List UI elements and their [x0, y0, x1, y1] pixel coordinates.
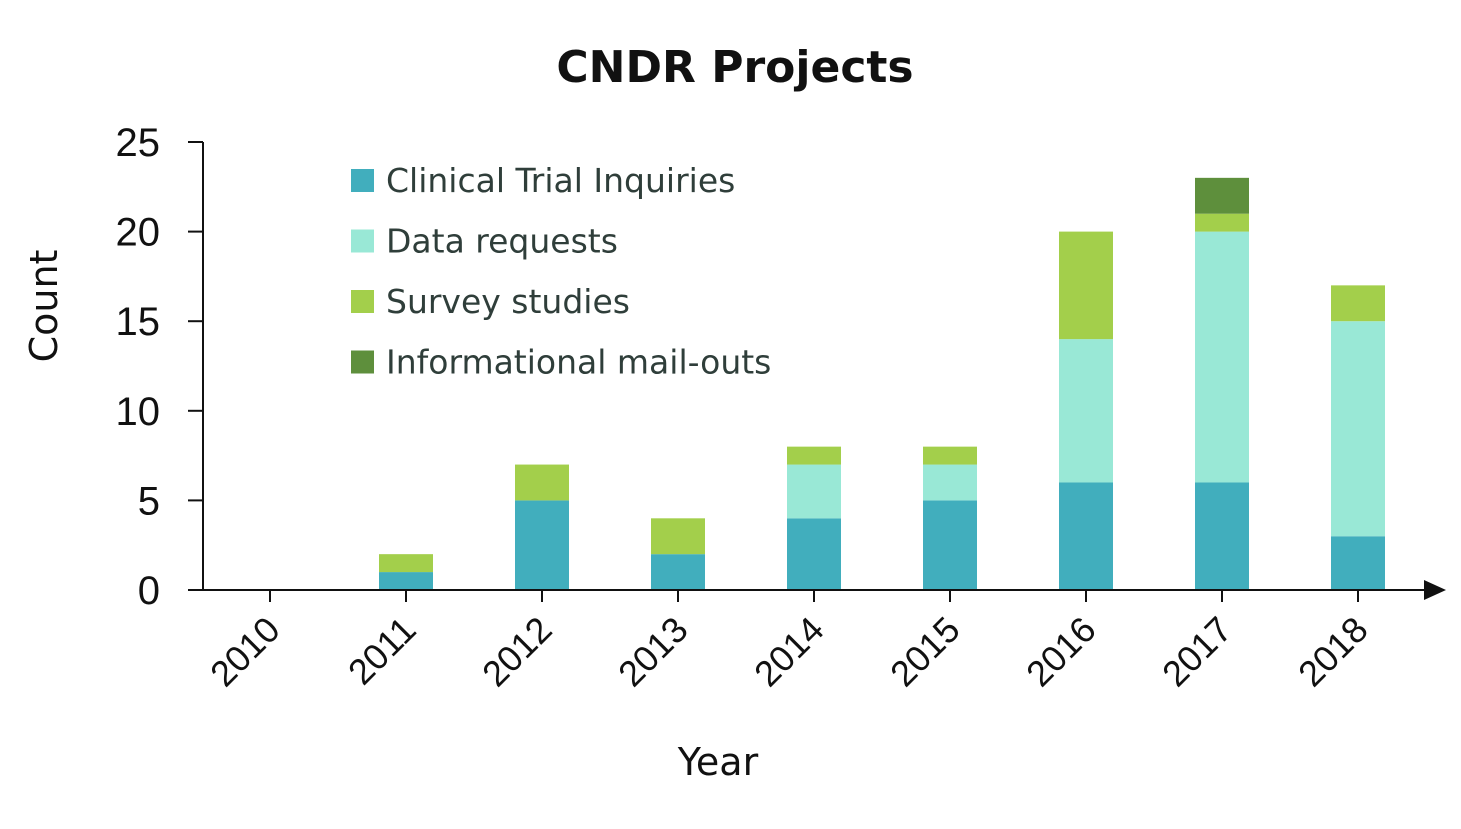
x-axis-arrow-icon: [1424, 580, 1446, 600]
bar-2015-series-2: [923, 446, 977, 465]
bar-2012-series-0: [515, 500, 569, 590]
x-tick-label: 2011: [340, 609, 424, 693]
y-tick-label: 20: [116, 211, 161, 255]
chart-title: CNDR Projects: [556, 42, 913, 93]
bar-2014-series-1: [787, 464, 841, 519]
bar-2016-series-2: [1059, 231, 1113, 340]
bar-2018-series-1: [1331, 321, 1385, 537]
x-axis-label: Year: [677, 740, 759, 784]
legend-label: Data requests: [386, 222, 618, 261]
bar-2016-series-1: [1059, 339, 1113, 483]
legend-swatch: [351, 290, 374, 313]
bar-2011-series-0: [379, 572, 433, 590]
bar-2017-series-3: [1195, 177, 1249, 214]
y-tick-label: 5: [138, 479, 160, 523]
x-tick-label: 2018: [1290, 609, 1376, 695]
bar-2013-series-0: [651, 554, 705, 590]
bar-2017-series-2: [1195, 213, 1249, 232]
legend-swatch: [351, 169, 374, 192]
legend-label: Informational mail-outs: [386, 343, 771, 382]
bar-2012-series-2: [515, 464, 569, 501]
legend-swatch: [351, 229, 374, 253]
x-tick-label: 2012: [474, 609, 560, 695]
x-tick-label: 2014: [746, 609, 832, 695]
x-tick-label: 2016: [1018, 609, 1104, 695]
y-tick-label: 10: [116, 390, 161, 434]
legend-label: Survey studies: [386, 282, 630, 321]
bar-2014-series-2: [787, 446, 841, 465]
bar-2018-series-2: [1331, 285, 1385, 322]
bar-2017-series-1: [1195, 231, 1249, 483]
bar-2015-series-0: [923, 500, 977, 590]
bar-2015-series-1: [923, 464, 977, 501]
y-tick-label: 25: [116, 121, 161, 165]
y-axis-label: Count: [22, 250, 66, 363]
bar-2011-series-2: [379, 554, 433, 573]
bar-2016-series-0: [1059, 482, 1113, 590]
bar-2017-series-0: [1195, 482, 1249, 590]
y-tick-label: 0: [138, 569, 160, 613]
x-tick-label: 2017: [1154, 609, 1240, 695]
x-tick-label: 2013: [610, 609, 696, 695]
legend-swatch: [351, 350, 374, 374]
x-tick-label: 2010: [202, 609, 288, 695]
bar-2014-series-0: [787, 518, 841, 590]
bar-2018-series-0: [1331, 536, 1385, 590]
y-tick-label: 15: [116, 300, 161, 344]
legend-label: Clinical Trial Inquiries: [386, 161, 735, 200]
bar-2013-series-2: [651, 518, 705, 555]
x-tick-label: 2015: [882, 609, 968, 695]
